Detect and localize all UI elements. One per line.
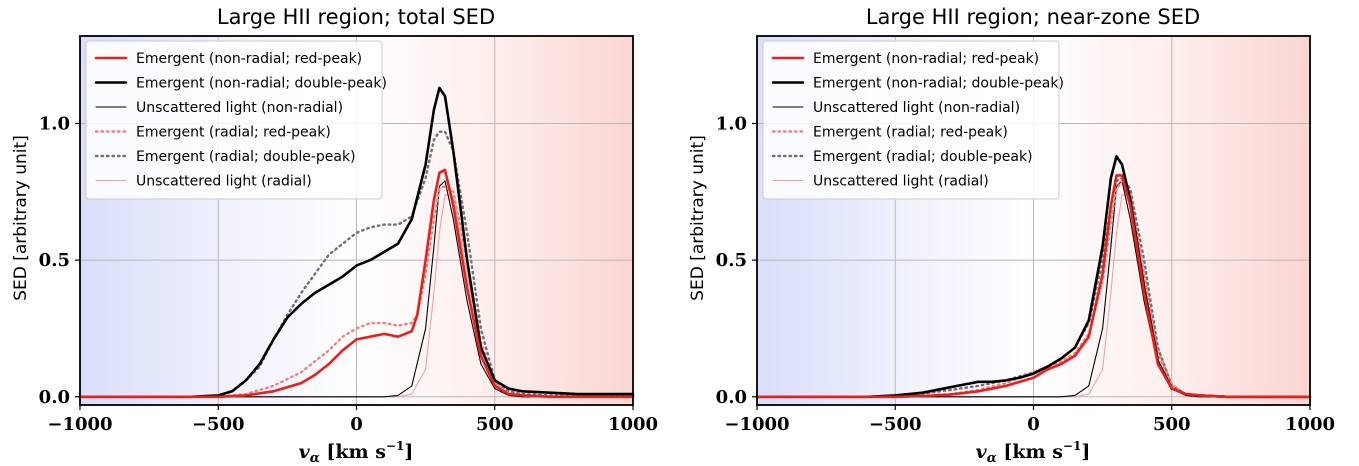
x-axis-label-exponent: −1: [1063, 439, 1081, 453]
x-tick-label: 0: [350, 414, 363, 435]
chart-title: Large HII region; near-zone SED: [866, 5, 1200, 29]
x-axis-label-units: [km s: [1003, 441, 1063, 463]
x-axis-label-symbol: v: [976, 441, 988, 463]
y-tick-label: 0.5: [39, 250, 70, 271]
y-tick-label: 0.5: [716, 250, 747, 271]
x-tick-label: −1000: [724, 414, 789, 435]
legend-label: Emergent (radial; double-peak): [813, 149, 1033, 165]
y-tick-label: 1.0: [39, 113, 70, 134]
legend-label: Unscattered light (non-radial): [813, 100, 1020, 116]
x-tick-label: 1000: [608, 414, 658, 435]
series-line-emergent-radial-red-peak: [755, 179, 1312, 398]
y-axis-label: SED [arbitrary unit]: [688, 135, 708, 301]
x-axis-label-close: ]: [1081, 441, 1090, 463]
legend-box: [85, 40, 383, 200]
legend-label: Emergent (non-radial; red-peak): [136, 51, 362, 67]
x-axis-label-exponent: −1: [386, 439, 404, 453]
x-tick-label: −500: [869, 414, 922, 435]
x-tick-label: 500: [1153, 414, 1191, 435]
x-axis-label-close: ]: [404, 441, 413, 463]
x-axis-label-symbol: v: [299, 441, 311, 463]
legend-label: Unscattered light (radial): [136, 174, 312, 190]
x-axis-label-subscript: α: [310, 451, 320, 466]
x-axis-label-units: [km s: [326, 441, 386, 463]
y-tick-label: 1.0: [716, 113, 747, 134]
legend-label: Emergent (radial; red-peak): [136, 125, 331, 141]
series-line-emergent-radial-double-peak: [755, 176, 1312, 398]
series-line-emergent-radial-double-peak: [78, 130, 635, 398]
legend-label: Emergent (non-radial; double-peak): [813, 76, 1064, 92]
y-tick-label: 0.0: [39, 387, 70, 408]
x-tick-label: −1000: [47, 414, 112, 435]
legend-label: Unscattered light (non-radial): [136, 100, 343, 116]
series-line-unscattered-light-non-radial: [79, 180, 634, 398]
x-tick-label: −500: [192, 414, 245, 435]
x-axis-label: vα [km s−1]: [976, 439, 1091, 466]
x-axis-label: vα [km s−1]: [299, 439, 414, 466]
y-tick-label: 0.0: [716, 387, 747, 408]
legend-label: Emergent (radial; double-peak): [136, 149, 356, 165]
chart-title: Large HII region; total SED: [217, 5, 495, 29]
legend: Emergent (non-radial; red-peak) Emergent …: [762, 40, 1064, 200]
x-tick-label: 1000: [1285, 414, 1335, 435]
legend-label: Emergent (radial; red-peak): [813, 125, 1008, 141]
legend-box: [762, 40, 1060, 200]
series-line-emergent-non-radial-red-peak: [755, 174, 1312, 399]
legend-label: Unscattered light (radial): [813, 174, 989, 190]
x-tick-label: 0: [1027, 414, 1040, 435]
chart-panel-2: −1000 −500 0 500 1000 0.0 0.5 1.0 Emergent (non-…: [716, 35, 1335, 435]
legend-label: Emergent (non-radial; double-peak): [136, 76, 387, 92]
legend: Emergent (non-radial; red-peak) Emergent …: [85, 40, 387, 200]
series-line-emergent-non-radial-double-peak: [78, 86, 635, 399]
chart-panel-1: −1000 −500 0 500 1000 0.0 0.5 1.0 Emergent (non-…: [39, 35, 658, 435]
legend-label: Emergent (non-radial; red-peak): [813, 51, 1039, 67]
x-tick-label: 500: [476, 414, 514, 435]
series-line-emergent-non-radial-red-peak: [78, 168, 635, 399]
y-axis-label: SED [arbitrary unit]: [11, 135, 31, 301]
x-axis-label-subscript: α: [987, 451, 997, 466]
